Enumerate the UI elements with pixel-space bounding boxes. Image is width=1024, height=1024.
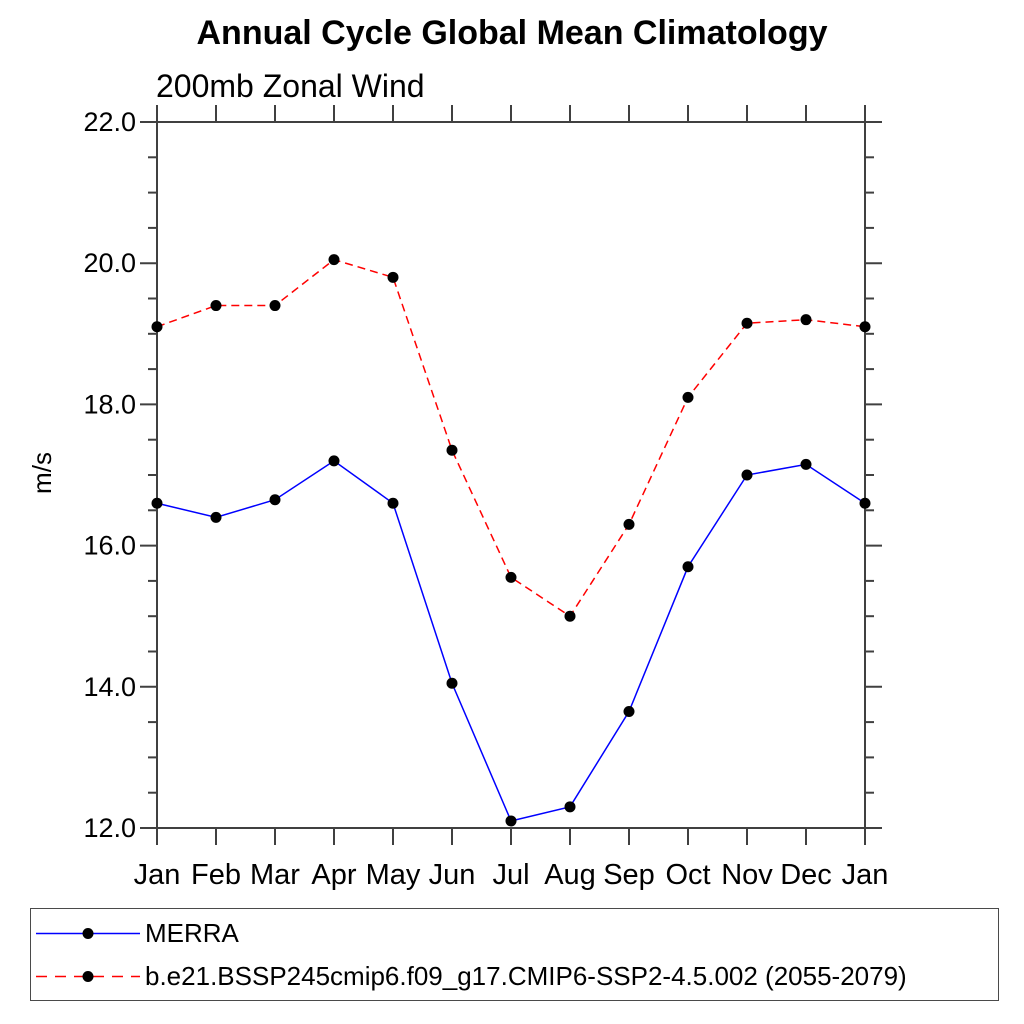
data-point-marker xyxy=(328,455,340,467)
legend-swatch-marker xyxy=(82,928,94,939)
data-point-marker xyxy=(210,300,222,312)
data-point-marker xyxy=(446,444,458,456)
x-tick-label: Mar xyxy=(250,859,300,891)
merra-line xyxy=(156,459,866,822)
legend-item-model: b.e21.BSSP245cmip6.f09_g17.CMIP6-SSP2-4.… xyxy=(31,955,998,998)
data-point-marker xyxy=(682,561,694,573)
data-point-marker xyxy=(564,610,576,622)
y-tick-label: 14.0 xyxy=(83,672,136,702)
chart-title: Annual Cycle Global Mean Climatology xyxy=(196,14,828,52)
data-point-marker xyxy=(269,300,281,312)
legend-swatch-marker xyxy=(82,971,94,982)
data-point-marker xyxy=(151,321,163,333)
data-point-marker xyxy=(859,321,871,333)
legend-label-merra: MERRA xyxy=(145,918,239,948)
x-tick-label: Dec xyxy=(780,859,832,891)
data-point-marker xyxy=(387,497,399,509)
data-point-marker xyxy=(505,571,517,583)
chart-legend: MERRA b.e21.BSSP245cmip6.f09_g17.CMIP6-S… xyxy=(30,908,999,1001)
x-tick-label: Aug xyxy=(544,859,596,891)
data-point-marker xyxy=(387,271,399,283)
x-tick-label: Apr xyxy=(311,859,356,891)
y-tick-label: 16.0 xyxy=(83,531,136,561)
y-tick-label: 20.0 xyxy=(83,248,136,278)
legend-label-model: b.e21.BSSP245cmip6.f09_g17.CMIP6-SSP2-4.… xyxy=(145,961,907,991)
data-point-marker xyxy=(623,706,635,718)
chart-subtitle: 200mb Zonal Wind xyxy=(156,68,425,104)
model-line xyxy=(156,258,866,618)
plot-border xyxy=(156,121,866,829)
x-tick-label: Oct xyxy=(665,859,710,891)
data-point-marker xyxy=(210,511,222,523)
x-tick-label: Sep xyxy=(603,859,655,891)
data-point-marker xyxy=(151,497,163,509)
data-point-marker xyxy=(741,469,753,481)
y-tick-label: 18.0 xyxy=(83,389,136,419)
y-tick-label: 12.0 xyxy=(83,813,136,843)
data-point-marker xyxy=(800,458,812,470)
x-tick-label: Feb xyxy=(191,859,241,891)
x-tick-label: Jan xyxy=(134,859,181,891)
data-point-marker xyxy=(623,518,635,530)
data-point-marker xyxy=(328,254,340,266)
x-tick-label: Nov xyxy=(721,859,773,891)
model-line-swatch xyxy=(36,971,140,982)
merra-line-swatch xyxy=(36,928,140,939)
y-tick-label: 22.0 xyxy=(83,107,136,137)
data-point-marker xyxy=(741,317,753,329)
data-point-marker xyxy=(859,497,871,509)
legend-item-merra: MERRA xyxy=(31,912,998,955)
x-tick-label: Jun xyxy=(429,859,476,891)
x-tick-label: May xyxy=(366,859,421,891)
y-axis-label: m/s xyxy=(27,452,57,494)
data-point-marker xyxy=(505,815,517,827)
x-tick-label: Jan xyxy=(842,859,889,891)
data-point-marker xyxy=(446,677,458,689)
data-point-marker xyxy=(269,494,281,506)
data-point-marker xyxy=(682,391,694,403)
data-point-marker xyxy=(800,314,812,326)
x-tick-label: Jul xyxy=(492,859,529,891)
data-point-marker xyxy=(564,801,576,813)
